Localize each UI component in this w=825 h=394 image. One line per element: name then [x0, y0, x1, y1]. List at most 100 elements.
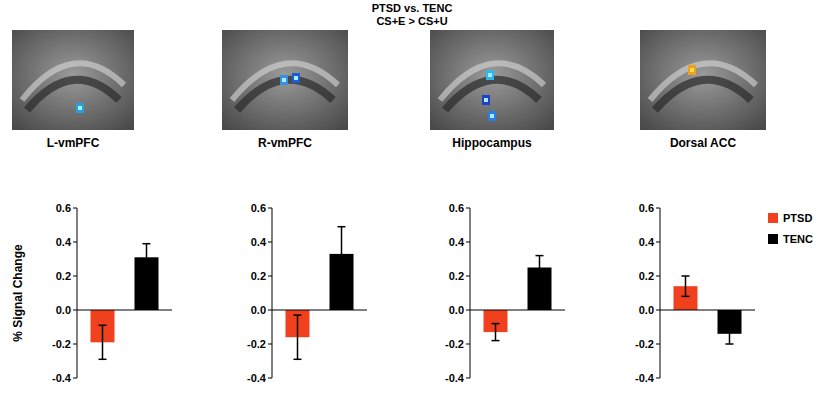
y-tick [73, 310, 77, 311]
legend-label: TENC [783, 233, 813, 245]
y-tick [268, 344, 272, 345]
y-tick-label: 0.0 [449, 304, 464, 316]
anatomy [655, 80, 751, 110]
error-cap [338, 280, 346, 282]
y-tick-label: -0.4 [247, 372, 267, 384]
y-tick [73, 208, 77, 209]
error-bar [726, 324, 734, 344]
plot-area [91, 244, 159, 360]
legend-swatch [768, 213, 778, 223]
y-tick [656, 344, 660, 345]
title: PTSD vs. TENC [372, 2, 453, 14]
panel-title: Hippocampus [452, 136, 532, 150]
chart: -0.4-0.20.00.20.40.6% Signal Change [11, 202, 172, 384]
error-cap [294, 359, 302, 361]
error-bar [99, 325, 107, 359]
x-axis [77, 310, 172, 311]
x-axis [470, 310, 565, 311]
image-background [430, 30, 554, 130]
y-tick-label: 0.6 [56, 202, 71, 214]
legend-label: PTSD [783, 212, 812, 224]
error-cap [726, 343, 734, 345]
y-tick-label: 0.0 [639, 304, 654, 316]
y-axis [660, 208, 661, 378]
y-tick [73, 378, 77, 379]
y-tick [656, 242, 660, 243]
error-cap [536, 255, 544, 257]
error-bar [338, 227, 346, 281]
image-background [640, 30, 766, 130]
y-tick [466, 242, 470, 243]
panel-title: Dorsal ACC [670, 136, 737, 150]
y-tick-label: 0.2 [56, 270, 71, 282]
y-tick [73, 344, 77, 345]
legend: PTSD TENC [768, 212, 813, 245]
y-tick-label: 0.0 [56, 304, 71, 316]
y-tick-label: 0.4 [56, 236, 72, 248]
y-axis [470, 208, 471, 378]
y-tick [268, 378, 272, 379]
y-tick [466, 208, 470, 209]
error-bar [294, 315, 302, 359]
error-cap [492, 340, 500, 342]
chart: -0.4-0.20.00.20.40.6 [445, 202, 565, 384]
error-line [297, 315, 299, 359]
brain-image [640, 30, 766, 130]
y-tick-label: -0.4 [52, 372, 72, 384]
activation [78, 106, 82, 110]
activation [488, 73, 492, 77]
y-tick-label: -0.2 [52, 338, 71, 350]
activation [484, 98, 488, 102]
y-tick [268, 276, 272, 277]
y-tick-label: 0.6 [449, 202, 464, 214]
error-cap [726, 323, 734, 325]
brain-image [12, 30, 134, 130]
figure: PTSD vs. TENCCS+E > CS+UL-vmPFC-0.4-0.20… [0, 0, 825, 394]
activation [76, 103, 84, 113]
error-cap [294, 314, 302, 316]
activation [490, 114, 494, 118]
y-tick [656, 208, 660, 209]
brain-image [430, 30, 554, 130]
activation [282, 78, 286, 82]
error-cap [99, 359, 107, 361]
y-tick [656, 378, 660, 379]
y-tick [73, 242, 77, 243]
error-bar [492, 324, 500, 341]
y-tick-label: 0.0 [251, 304, 266, 316]
y-tick [268, 208, 272, 209]
y-axis [272, 208, 273, 378]
error-cap [99, 325, 107, 327]
error-line [102, 325, 104, 359]
image-background [222, 30, 348, 130]
error-line [341, 227, 343, 281]
plot-area [484, 256, 552, 341]
y-tick-label: 0.2 [449, 270, 464, 282]
x-axis [660, 310, 755, 311]
x-axis [272, 310, 367, 311]
error-line [729, 324, 731, 344]
error-cap [143, 270, 151, 272]
activation [488, 111, 496, 121]
anatomy [27, 80, 119, 110]
error-line [539, 256, 541, 280]
chart: -0.4-0.20.00.20.40.6 [635, 202, 755, 384]
error-line [495, 324, 497, 341]
y-tick [466, 276, 470, 277]
y-tick [656, 310, 660, 311]
activation [294, 76, 298, 80]
y-tick-label: 0.2 [251, 270, 266, 282]
page: {"header": {"title": "PTSD vs. TENC", "s… [0, 0, 825, 394]
legend-swatch [768, 234, 778, 244]
y-tick-label: 0.6 [251, 202, 266, 214]
activation [292, 73, 300, 83]
y-tick-label: 0.2 [639, 270, 654, 282]
activation [280, 75, 288, 85]
y-tick-label: 0.4 [449, 236, 465, 248]
y-tick-label: -0.4 [635, 372, 655, 384]
error-line [146, 244, 148, 271]
brain-image [222, 30, 348, 130]
error-cap [682, 275, 690, 277]
activation [482, 95, 490, 105]
error-cap [536, 279, 544, 281]
